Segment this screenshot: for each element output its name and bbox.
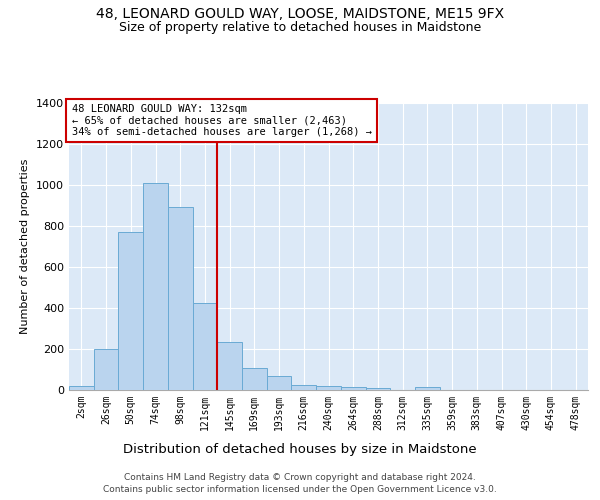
Y-axis label: Number of detached properties: Number of detached properties (20, 158, 31, 334)
Bar (415, 387, 440, 390)
Bar (292, 385, 316, 390)
Text: Size of property relative to detached houses in Maidstone: Size of property relative to detached ho… (119, 21, 481, 34)
Bar (365, 388, 390, 390)
Bar (118, 232, 143, 390)
Bar (242, 368, 267, 390)
Text: Contains public sector information licensed under the Open Government Licence v3: Contains public sector information licen… (103, 485, 497, 494)
Text: 48 LEONARD GOULD WAY: 132sqm
← 65% of detached houses are smaller (2,463)
34% of: 48 LEONARD GOULD WAY: 132sqm ← 65% of de… (71, 104, 371, 137)
Text: Contains HM Land Registry data © Crown copyright and database right 2024.: Contains HM Land Registry data © Crown c… (124, 472, 476, 482)
Text: Distribution of detached houses by size in Maidstone: Distribution of detached houses by size … (123, 442, 477, 456)
Bar (69, 386, 94, 390)
Bar (217, 342, 242, 390)
Bar (341, 387, 365, 390)
Bar (193, 302, 217, 390)
Bar (267, 376, 292, 390)
Bar (94, 349, 118, 390)
Bar (143, 182, 168, 390)
Bar (168, 207, 193, 390)
Bar (316, 386, 341, 390)
Text: 48, LEONARD GOULD WAY, LOOSE, MAIDSTONE, ME15 9FX: 48, LEONARD GOULD WAY, LOOSE, MAIDSTONE,… (96, 8, 504, 22)
